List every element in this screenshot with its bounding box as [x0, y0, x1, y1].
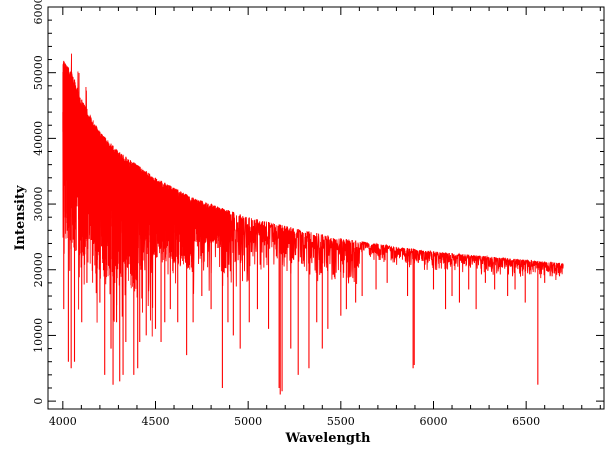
x-tick-label: 4500 [141, 415, 169, 428]
y-tick-label: 20000 [32, 252, 45, 287]
x-axis-label: Wavelength [285, 431, 371, 445]
axes: 4000 4500 5000 5500 6000 6500 0 10000 20000 30000… [32, 0, 605, 428]
plot-frame [47, 6, 605, 410]
y-tick-label: 60000 [32, 0, 45, 25]
y-tick-label: 0 [32, 398, 45, 405]
plot-area [62, 53, 564, 395]
y-tick-label: 40000 [32, 121, 45, 156]
x-tick-label: 5500 [327, 415, 355, 428]
y-tick-label: 30000 [32, 187, 45, 222]
y-tick-label: 50000 [32, 55, 45, 90]
x-tick-label: 6500 [512, 415, 540, 428]
y-axis-label: Intensity [13, 185, 28, 251]
x-tick-label: 4000 [49, 415, 77, 428]
x-tick-label: 5000 [234, 415, 262, 428]
y-tick-label: 10000 [32, 318, 45, 353]
x-tick-label: 6000 [419, 415, 447, 428]
